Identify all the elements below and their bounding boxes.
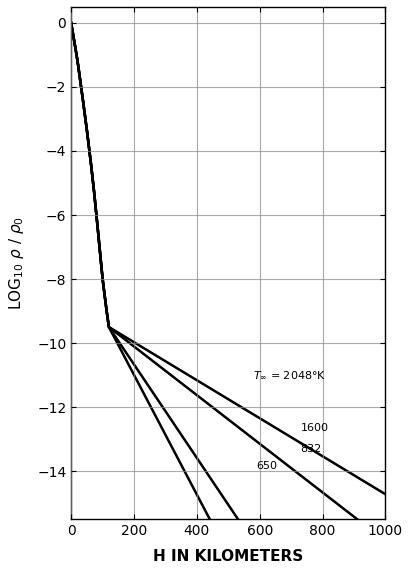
Text: $T_{\infty}$ = 2048°K: $T_{\infty}$ = 2048°K <box>253 369 326 381</box>
Text: 832: 832 <box>300 444 321 454</box>
X-axis label: H IN KILOMETERS: H IN KILOMETERS <box>153 549 303 564</box>
Text: 1600: 1600 <box>300 423 328 433</box>
Y-axis label: $\mathrm{LOG}_{10}\ \rho\ /\ \rho_0$: $\mathrm{LOG}_{10}\ \rho\ /\ \rho_0$ <box>7 216 26 310</box>
Text: 650: 650 <box>256 461 277 471</box>
